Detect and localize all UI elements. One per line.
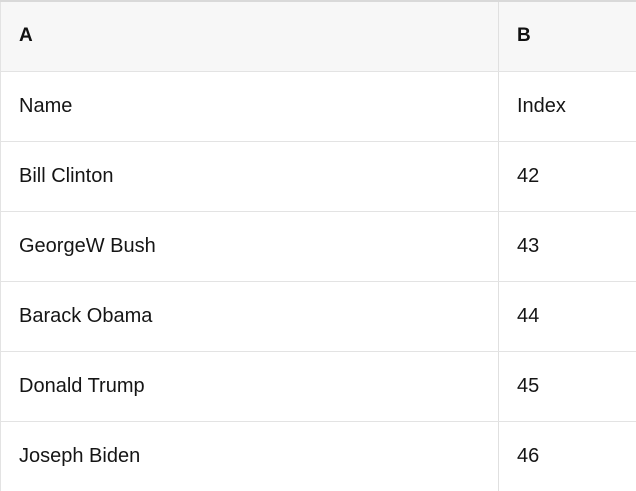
table-cell[interactable]: 42 [499, 141, 636, 211]
column-header-b[interactable]: B [499, 1, 636, 71]
table-cell[interactable]: Bill Clinton [1, 141, 499, 211]
column-header-a[interactable]: A [1, 1, 499, 71]
table-cell[interactable]: Donald Trump [1, 351, 499, 421]
table-cell[interactable]: Joseph Biden [1, 421, 499, 491]
column-header-row: A B [1, 1, 636, 71]
table-cell[interactable]: Barack Obama [1, 281, 499, 351]
table-cell[interactable]: Index [499, 71, 636, 141]
table-cell[interactable]: GeorgeW Bush [1, 211, 499, 281]
table-cell[interactable]: 44 [499, 281, 636, 351]
table-cell[interactable]: 43 [499, 211, 636, 281]
table-cell[interactable]: 46 [499, 421, 636, 491]
table-cell[interactable]: Name [1, 71, 499, 141]
table-cell[interactable]: 45 [499, 351, 636, 421]
